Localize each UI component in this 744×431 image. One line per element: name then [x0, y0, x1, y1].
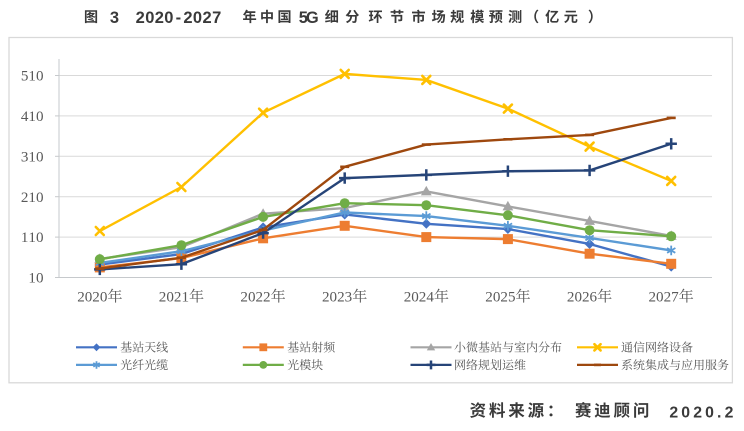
svg-text:2: 2	[203, 9, 212, 27]
svg-text:2027: 2027	[649, 290, 680, 306]
svg-text:7: 7	[212, 9, 221, 27]
svg-text:2025: 2025	[485, 290, 515, 306]
svg-text:2024: 2024	[404, 290, 435, 306]
svg-text:2023: 2023	[322, 290, 352, 306]
svg-text:2: 2	[155, 9, 164, 27]
svg-text:110: 110	[21, 230, 44, 246]
svg-text:410: 410	[21, 109, 44, 125]
svg-text:510: 510	[21, 69, 44, 85]
svg-text:2: 2	[136, 9, 145, 27]
svg-text:G: G	[306, 9, 319, 27]
svg-text:2026: 2026	[567, 290, 598, 306]
svg-text:310: 310	[21, 149, 44, 165]
svg-text:2021: 2021	[159, 290, 189, 306]
svg-text:0: 0	[164, 9, 173, 27]
svg-text:2022: 2022	[240, 290, 270, 306]
svg-text:0: 0	[145, 9, 154, 27]
svg-text:5: 5	[299, 9, 308, 27]
svg-text:210: 210	[21, 190, 44, 206]
svg-text:2020: 2020	[77, 290, 107, 306]
svg-text:-: -	[176, 9, 182, 27]
svg-text:3: 3	[110, 9, 119, 27]
svg-text:0: 0	[193, 9, 202, 27]
svg-text:2: 2	[183, 9, 192, 27]
svg-text:2020.2: 2020.2	[669, 405, 736, 422]
svg-text:10: 10	[28, 271, 43, 287]
